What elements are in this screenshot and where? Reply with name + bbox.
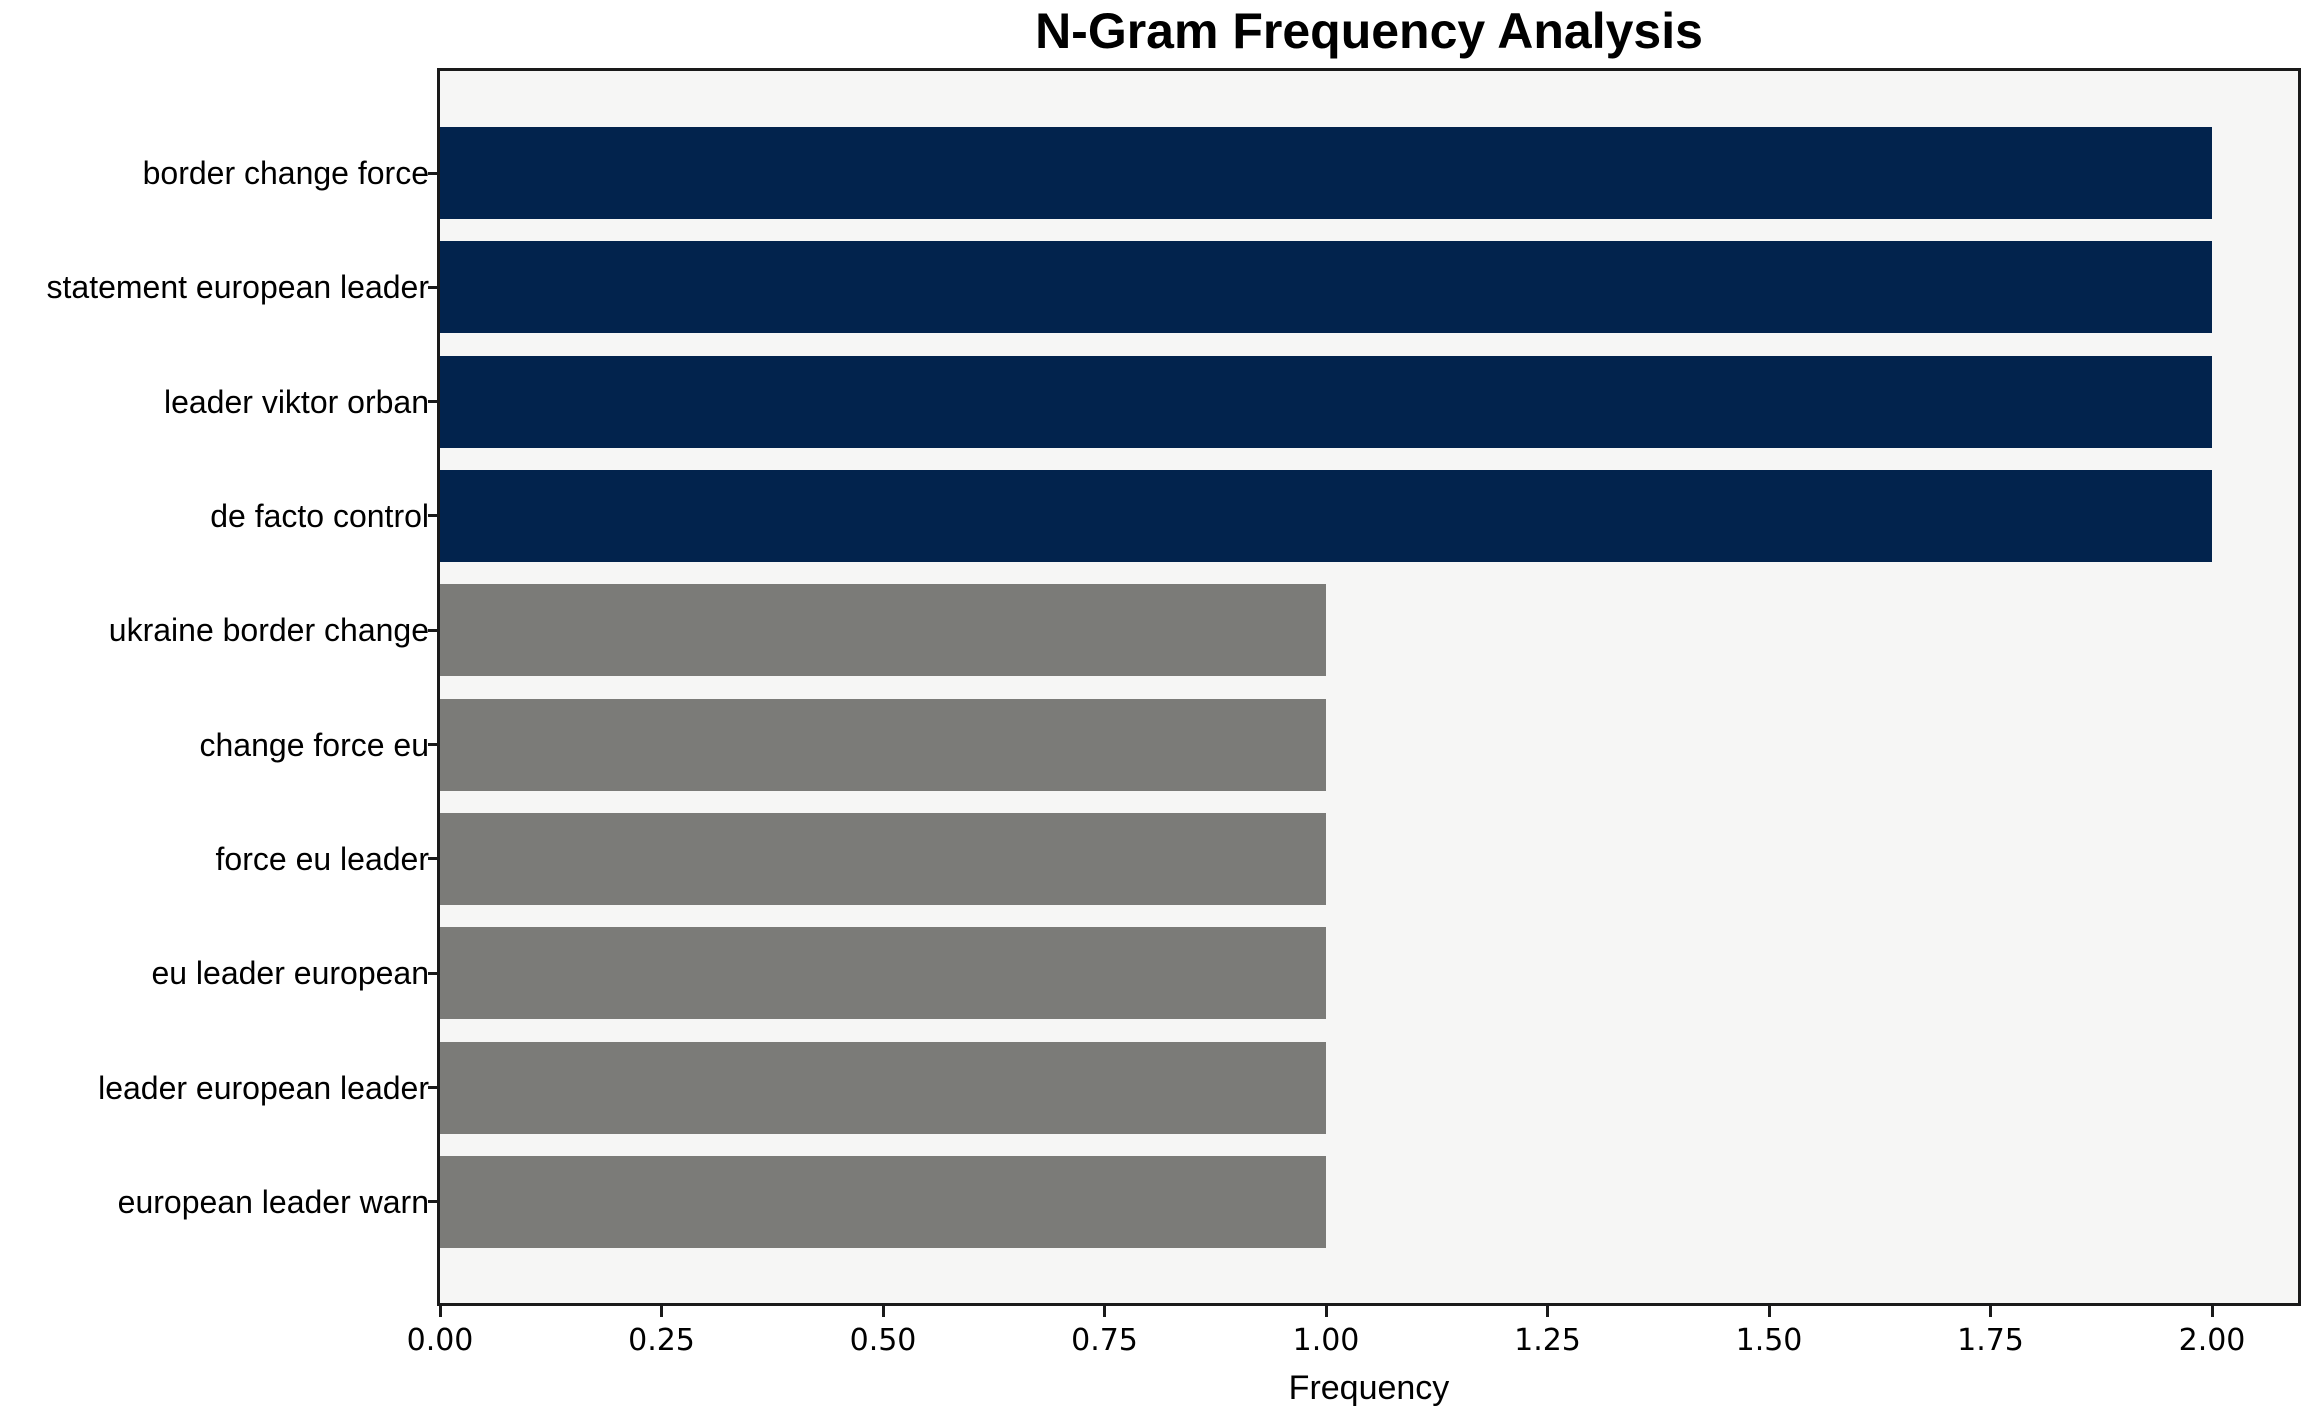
bar [440,1041,1326,1134]
bar [440,1155,1326,1248]
y-tick-mark [428,971,440,975]
x-tick-label: 1.50 [1735,1323,1803,1358]
bar [440,127,2212,219]
y-tick-label: force eu leader [215,840,429,877]
x-tick-mark [1989,1303,1992,1317]
x-axis-label: Frequency [1288,1369,1450,1407]
bar [440,355,2212,448]
x-tick-mark [1546,1303,1549,1317]
y-tick-mark [428,400,440,404]
x-tick-mark [1767,1303,1771,1317]
y-tick-mark [428,514,440,518]
y-tick-mark [428,171,440,175]
bar [440,469,2212,562]
bar [440,584,1326,677]
bar [440,698,1326,791]
y-tick-mark [428,743,440,747]
bar [440,812,1326,905]
x-tick-label: 0.75 [1071,1323,1138,1358]
chart-title: N-Gram Frequency Analysis [1035,3,1703,59]
y-tick-label: leader viktor orban [163,383,429,420]
y-tick-label: ukraine border change [108,612,429,649]
y-tick-label: de facto control [210,497,429,534]
x-tick-mark [881,1303,885,1317]
y-tick-label: statement european leader [46,269,429,306]
x-tick-label: 1.00 [1292,1323,1360,1358]
x-tick-label: 0.25 [628,1323,695,1358]
y-tick-label: border change force [142,155,429,191]
y-tick-label: european leader warn [117,1183,429,1220]
y-tick-mark [428,285,440,289]
x-tick-mark [438,1303,442,1317]
y-tick-label: eu leader european [151,955,429,992]
x-tick-label: 1.25 [1514,1323,1581,1358]
y-tick-label: leader european leader [98,1069,429,1106]
x-tick-mark [1103,1303,1106,1317]
x-tick-label: 1.75 [1957,1323,2024,1358]
plot-area: Frequency border change force statement e… [47,68,2301,1407]
x-tick-mark [1324,1303,1328,1317]
x-tick-mark [2210,1303,2214,1317]
y-tick-mark [428,1200,440,1204]
y-tick-label: change force eu [199,726,430,763]
y-tick-mark [428,628,440,632]
bar [440,241,2212,334]
x-tick-label: 0.50 [849,1323,917,1358]
x-tick-mark [660,1303,663,1317]
y-tick-mark [428,857,440,861]
x-tick-label: 0.00 [406,1323,474,1358]
bar [440,927,1326,1020]
y-tick-mark [428,1086,440,1090]
x-tick-label: 2.00 [2178,1323,2246,1358]
